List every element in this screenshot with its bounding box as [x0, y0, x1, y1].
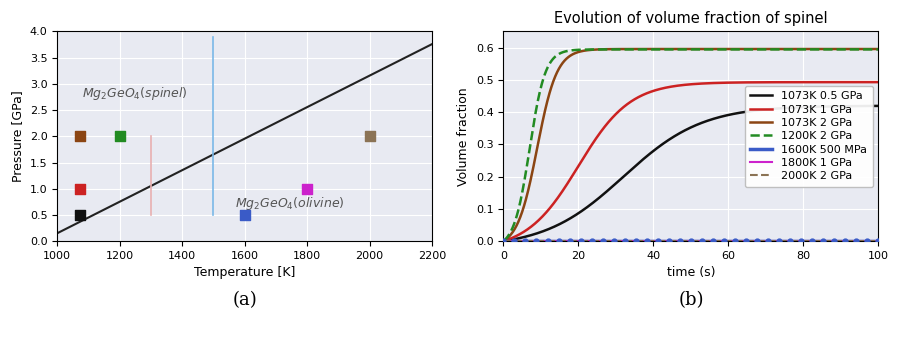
- X-axis label: time (s): time (s): [667, 266, 716, 279]
- 2000K 2 GPa: [797, 239, 808, 243]
- Point: [73, 212, 87, 218]
- 1073K 2 GPa: [755, 47, 766, 51]
- 1073K 1 GPa: [755, 80, 766, 84]
- 1800K 1 GPa: [755, 239, 766, 243]
- 1073K 0.5 GPa: [650, 147, 661, 152]
- 2000K 2 GPa: [498, 239, 508, 243]
- 1200K 2 GPa: [663, 47, 674, 52]
- 2000K 2 GPa: [536, 239, 547, 243]
- 2000K 2 GPa: [790, 239, 801, 243]
- 1600K 500 MPa: [790, 239, 801, 243]
- Text: (a): (a): [232, 291, 257, 309]
- Y-axis label: Volume fraction: Volume fraction: [457, 87, 471, 186]
- 1200K 2 GPa: [790, 47, 801, 52]
- 1073K 1 GPa: [650, 88, 661, 92]
- 1073K 2 GPa: [536, 124, 547, 128]
- 1073K 1 GPa: [790, 80, 801, 84]
- 2000K 2 GPa: [663, 239, 674, 243]
- 1073K 0.5 GPa: [790, 105, 801, 110]
- 2000K 2 GPa: [873, 239, 884, 243]
- 1600K 500 MPa: [873, 239, 884, 243]
- 1073K 1 GPa: [663, 85, 674, 89]
- 1073K 2 GPa: [790, 47, 801, 51]
- 1073K 2 GPa: [873, 47, 884, 51]
- 1200K 2 GPa: [536, 82, 547, 86]
- 1200K 2 GPa: [873, 47, 884, 52]
- 1600K 500 MPa: [797, 239, 808, 243]
- 1600K 500 MPa: [663, 239, 674, 243]
- Text: (b): (b): [678, 291, 704, 309]
- 1073K 1 GPa: [498, 239, 508, 243]
- 1800K 1 GPa: [663, 239, 674, 243]
- 1200K 2 GPa: [650, 47, 661, 52]
- 1073K 2 GPa: [663, 47, 674, 51]
- 1800K 1 GPa: [790, 239, 801, 243]
- 1073K 0.5 GPa: [755, 108, 766, 112]
- Title: Evolution of volume fraction of spinel: Evolution of volume fraction of spinel: [554, 11, 828, 26]
- 1073K 2 GPa: [873, 47, 884, 51]
- 1600K 500 MPa: [650, 239, 661, 243]
- Text: $Mg_2GeO_4(spinel)$: $Mg_2GeO_4(spinel)$: [82, 85, 187, 102]
- 1800K 1 GPa: [797, 239, 808, 243]
- 1200K 2 GPa: [797, 47, 808, 52]
- Point: [73, 186, 87, 192]
- Line: 1073K 2 GPa: 1073K 2 GPa: [503, 49, 878, 241]
- 1073K 2 GPa: [498, 239, 508, 243]
- 1800K 1 GPa: [536, 239, 547, 243]
- Point: [300, 186, 314, 192]
- Point: [73, 133, 87, 139]
- 1600K 500 MPa: [536, 239, 547, 243]
- 1800K 1 GPa: [498, 239, 508, 243]
- 1073K 1 GPa: [797, 80, 808, 84]
- 2000K 2 GPa: [755, 239, 766, 243]
- 1073K 0.5 GPa: [873, 104, 884, 108]
- 1073K 2 GPa: [650, 47, 661, 51]
- 1073K 1 GPa: [873, 80, 884, 84]
- 1073K 0.5 GPa: [663, 138, 674, 142]
- Line: 1200K 2 GPa: 1200K 2 GPa: [503, 49, 878, 241]
- 1073K 0.5 GPa: [536, 230, 547, 234]
- 1200K 2 GPa: [755, 47, 766, 52]
- Legend: 1073K 0.5 GPa, 1073K 1 GPa, 1073K 2 GPa, 1200K 2 GPa, 1600K 500 MPa, 1800K 1 GPa: 1073K 0.5 GPa, 1073K 1 GPa, 1073K 2 GPa,…: [744, 86, 873, 187]
- Point: [363, 133, 377, 139]
- Y-axis label: Pressure [GPa]: Pressure [GPa]: [11, 91, 24, 182]
- 1200K 2 GPa: [812, 47, 823, 52]
- 1073K 2 GPa: [797, 47, 808, 51]
- Line: 1073K 1 GPa: 1073K 1 GPa: [503, 82, 878, 241]
- 1600K 500 MPa: [498, 239, 508, 243]
- 1200K 2 GPa: [498, 239, 508, 243]
- Text: $Mg_2GeO_4(olivine)$: $Mg_2GeO_4(olivine)$: [235, 195, 345, 212]
- Point: [238, 212, 252, 218]
- Line: 1073K 0.5 GPa: 1073K 0.5 GPa: [503, 106, 878, 241]
- 1073K 1 GPa: [536, 215, 547, 219]
- 1073K 0.5 GPa: [498, 239, 508, 243]
- 1600K 500 MPa: [755, 239, 766, 243]
- 1800K 1 GPa: [873, 239, 884, 243]
- Point: [112, 133, 127, 139]
- X-axis label: Temperature [K]: Temperature [K]: [194, 266, 295, 279]
- 1073K 0.5 GPa: [797, 105, 808, 109]
- 2000K 2 GPa: [650, 239, 661, 243]
- 1800K 1 GPa: [650, 239, 661, 243]
